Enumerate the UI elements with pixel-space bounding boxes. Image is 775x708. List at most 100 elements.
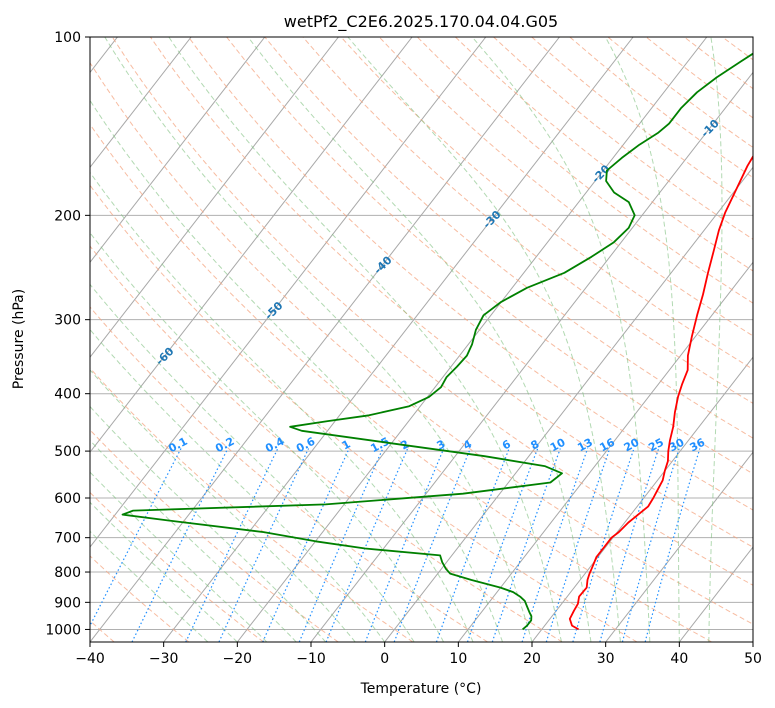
series-lines	[121, 52, 753, 631]
dry-adiabat-line	[90, 367, 414, 642]
temperature-line	[568, 154, 753, 631]
mixing-ratio-line	[262, 448, 350, 642]
moist-adiabat-line	[90, 328, 386, 642]
mixing-ratio-label: 30	[667, 436, 687, 455]
dry-adiabat-line	[761, 37, 775, 642]
dry-adiabat-line	[493, 37, 753, 240]
dry-adiabat-label: -20	[589, 162, 612, 185]
moist-adiabat-line	[604, 37, 680, 642]
y-tick-label: 700	[54, 531, 81, 547]
dry-adiabat-line	[683, 37, 753, 90]
x-tick-label: −40	[75, 651, 105, 667]
isotherm-line	[90, 37, 266, 264]
mixing-ratio-label: 20	[622, 436, 642, 455]
x-tick-label: 10	[449, 651, 467, 667]
mixing-ratio-label: 6	[500, 437, 513, 452]
dry-adiabat-label: -60	[153, 344, 176, 367]
mixing-ratio-label: 13	[575, 436, 595, 455]
moist-adiabat-line	[90, 471, 268, 642]
y-tick-label: 400	[54, 387, 81, 403]
x-axis-label: Temperature (°C)	[360, 681, 482, 697]
y-axis-label: Pressure (hPa)	[11, 289, 27, 389]
line-labels: 0.10.20.40.611.52346810131620253036-100-…	[153, 117, 722, 456]
dry-adiabat-line	[531, 37, 753, 209]
mixing-ratio-label: 0.4	[263, 435, 287, 456]
dry-adiabat-line	[90, 245, 563, 642]
dry-adiabat-line	[90, 491, 264, 642]
mixing-ratio-line	[218, 448, 310, 642]
isotherm-line	[457, 261, 753, 642]
y-tick-label: 100	[54, 30, 81, 46]
mixing-ratio-label: 16	[597, 436, 617, 455]
x-tick-label: 30	[597, 651, 615, 667]
y-tick-label: 900	[54, 595, 81, 611]
x-tick-label: −20	[223, 651, 253, 667]
mixing-ratio-line	[572, 448, 635, 642]
mixing-ratio-label: 36	[688, 436, 708, 455]
x-tick-label: 20	[523, 651, 541, 667]
plot-frame	[89, 36, 754, 643]
isotherm-line	[605, 451, 753, 642]
mixing-ratio-line	[364, 448, 445, 642]
y-tick-label: 1000	[45, 622, 81, 638]
mixing-ratio-label: 25	[646, 436, 666, 455]
moist-adiabat-line	[90, 171, 474, 642]
x-tick-label: 0	[380, 651, 389, 667]
mixing-ratio-line	[90, 448, 182, 628]
x-tick-label: 50	[744, 651, 762, 667]
mixing-ratio-line	[621, 448, 680, 642]
dry-adiabat-line	[188, 37, 753, 511]
y-tick-label: 200	[54, 208, 81, 224]
dry-adiabat-line	[455, 37, 753, 272]
chart-title: wetPf2_C2E6.2025.170.04.04.G05	[284, 12, 558, 32]
isotherm-line	[752, 641, 753, 642]
moist-adiabat-line	[104, 37, 533, 642]
mixing-ratio-line	[521, 448, 589, 642]
mixing-ratio-line	[491, 448, 561, 642]
mixing-ratio-line	[599, 448, 660, 642]
dry-adiabat-line	[90, 61, 753, 625]
isotherm-line	[90, 37, 192, 169]
x-tick-label: −30	[149, 651, 179, 667]
y-tick-label: 500	[54, 444, 81, 460]
mixing-ratio-line	[393, 448, 471, 642]
mixing-ratio-line	[131, 448, 229, 642]
background-lines	[90, 37, 775, 642]
mixing-ratio-line	[545, 448, 611, 642]
dry-adiabat-line	[90, 555, 190, 642]
moist-adiabat-line	[247, 37, 592, 642]
mixing-ratio-line	[435, 448, 510, 642]
dry-adiabat-label: -50	[262, 299, 285, 322]
moist-adiabat-line	[708, 37, 723, 642]
moist-adiabat-line	[471, 37, 651, 642]
x-tick-label: 40	[670, 651, 688, 667]
axes: −40 −30 −20 −10 0 10 20 30 40 50 1000 900 800 700 600 5…	[45, 30, 762, 667]
x-tick-label: −10	[296, 651, 326, 667]
mixing-ratio-label: 0.6	[294, 435, 318, 456]
moist-adiabat-line	[90, 501, 238, 642]
dewpoint-line	[121, 52, 753, 631]
dry-adiabat-line	[722, 37, 753, 61]
moist-adiabat-line	[90, 99, 503, 642]
isotherm-line	[90, 37, 339, 359]
dry-adiabat-line	[416, 37, 753, 304]
y-tick-label: 600	[54, 491, 81, 507]
moist-adiabat-line	[90, 439, 297, 642]
moist-adiabat-line	[90, 231, 445, 642]
y-tick-label: 800	[54, 565, 81, 581]
mixing-ratio-label: 1.5	[368, 435, 391, 456]
isotherm-line	[384, 166, 753, 642]
dry-adiabat-line	[111, 37, 753, 586]
isotherm-line	[90, 37, 487, 548]
dry-adiabat-line	[90, 184, 638, 642]
dry-adiabat-line	[226, 37, 753, 475]
mixing-ratio-label: 0.1	[166, 435, 189, 456]
mixing-ratio-label: 10	[548, 436, 568, 455]
dry-adiabat-line	[90, 306, 488, 642]
mixing-ratio-line	[185, 448, 279, 642]
mixing-ratio-label: 8	[529, 437, 542, 452]
mixing-ratio-line	[644, 448, 701, 642]
mixing-ratio-line	[325, 448, 409, 642]
moist-adiabat-line	[90, 283, 415, 642]
